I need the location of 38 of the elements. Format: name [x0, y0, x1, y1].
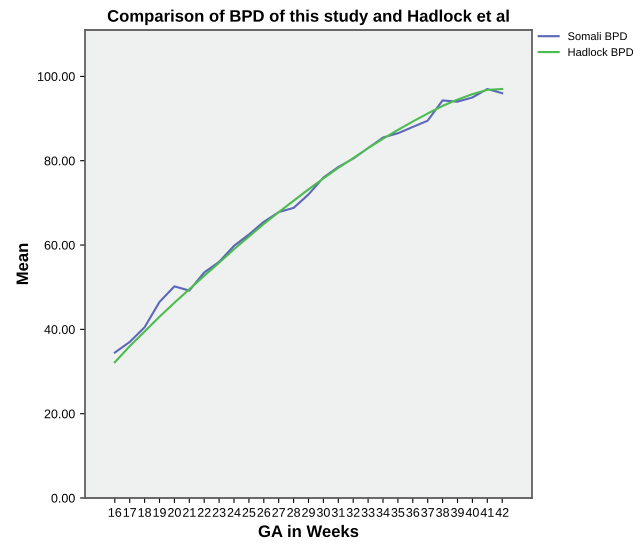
x-tick-label: 16 — [108, 508, 122, 517]
x-tick-label: 19 — [154, 508, 166, 517]
y-tick-label: 80.00 — [44, 156, 75, 166]
x-tick-label: 20 — [168, 508, 181, 517]
x-tick-label: 23 — [212, 508, 226, 517]
y-tick-label: 20.00 — [44, 409, 75, 418]
x-tick-label: 26 — [257, 508, 270, 517]
x-tick-label: 38 — [436, 508, 450, 517]
x-tick-label: 42 — [496, 508, 509, 517]
x-tick-label: 18 — [138, 508, 152, 517]
y-axis-title: Mean — [16, 244, 28, 284]
x-tick-label: 40 — [466, 508, 479, 517]
y-tick-label: 100.00 — [38, 72, 75, 82]
x-tick-label: 21 — [182, 508, 196, 517]
x-tick-label: 28 — [287, 508, 300, 517]
chart-title: Comparison of BPD of this study and Hadlock et al — [108, 10, 509, 26]
x-axis-title: GA in Weeks — [258, 524, 358, 538]
x-tick-label: 27 — [272, 508, 286, 517]
x-tick-label: 39 — [451, 508, 464, 517]
y-tick-label: 0.00 — [51, 494, 75, 503]
x-tick-label: 17 — [124, 508, 136, 517]
x-tick-label: 32 — [346, 508, 360, 517]
legend-label: Somali BPD — [568, 32, 627, 40]
x-tick-label: 31 — [332, 508, 345, 517]
x-tick-label: 36 — [406, 508, 420, 517]
y-tick-label: 40.00 — [44, 325, 75, 334]
x-tick-label: 35 — [391, 508, 404, 517]
x-tick-label: 37 — [421, 508, 434, 517]
x-tick-label: 29 — [302, 508, 315, 517]
x-tick-label: 25 — [242, 508, 256, 517]
x-tick-label: 34 — [376, 508, 390, 517]
x-tick-label: 30 — [316, 508, 330, 517]
legend-label: Hadlock BPD — [568, 48, 634, 56]
x-tick-label: 22 — [198, 508, 211, 517]
x-tick-label: 24 — [228, 508, 241, 517]
y-tick-label: 60.00 — [44, 240, 75, 250]
x-tick-label: 41 — [480, 508, 494, 517]
x-tick-label: 33 — [362, 508, 375, 517]
